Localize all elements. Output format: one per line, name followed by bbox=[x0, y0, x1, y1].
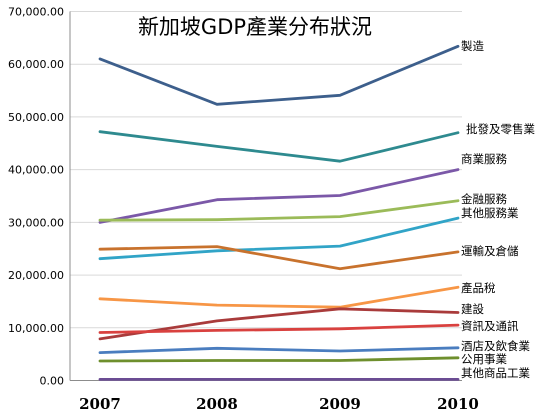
series-line bbox=[98, 323, 460, 334]
y-tick-label: 50,000.00 bbox=[8, 111, 64, 124]
chart-title: 新加坡GDP產業分布狀況 bbox=[138, 15, 372, 39]
x-tick-label: 2009 bbox=[319, 395, 361, 413]
series-line bbox=[98, 285, 460, 309]
series-line bbox=[98, 44, 460, 106]
series-label: 其他服務業 bbox=[461, 206, 519, 220]
series-line bbox=[98, 307, 460, 341]
series-label: 金融服務 bbox=[461, 192, 507, 206]
series-labels: 製造批發及零售業商業服務金融服務其他服務業運輸及倉儲產品稅建設資訊及通訊酒店及飲… bbox=[461, 39, 535, 380]
y-axis-ticks: 0.00 10,000.00 20,000.00 30,000.00 40,000.00… bbox=[8, 6, 64, 388]
y-tick-label: 10,000.00 bbox=[8, 322, 64, 335]
series-label: 商業服務 bbox=[461, 152, 507, 166]
x-axis-ticks: 2007 2008 2009 2010 bbox=[79, 395, 479, 413]
y-tick-label: 30,000.00 bbox=[8, 216, 64, 229]
series-label: 批發及零售業 bbox=[466, 122, 535, 136]
series-line bbox=[98, 216, 460, 261]
y-tick-label: 20,000.00 bbox=[8, 269, 64, 282]
x-tick-label: 2010 bbox=[437, 395, 479, 413]
series-label: 建設 bbox=[461, 302, 484, 316]
y-tick-label: 40,000.00 bbox=[8, 164, 64, 177]
series-lines bbox=[98, 44, 460, 381]
x-tick-label: 2008 bbox=[196, 395, 238, 413]
series-line bbox=[98, 199, 460, 222]
series-line bbox=[98, 130, 460, 163]
series-line bbox=[98, 168, 460, 224]
series-label: 製造 bbox=[461, 39, 484, 53]
series-label: 酒店及飲食業 bbox=[461, 339, 530, 353]
series-label: 資訊及通訊 bbox=[461, 319, 519, 333]
y-tick-label: 0.00 bbox=[40, 375, 65, 388]
series-line bbox=[98, 356, 460, 363]
series-label: 產品稅 bbox=[461, 281, 496, 295]
series-label: 其他商品工業 bbox=[461, 366, 530, 380]
series-label: 公用事業 bbox=[461, 352, 507, 366]
y-tick-label: 70,000.00 bbox=[8, 6, 64, 19]
x-tick-label: 2007 bbox=[79, 395, 121, 413]
series-label: 運輸及倉儲 bbox=[461, 244, 519, 258]
series-line bbox=[98, 245, 460, 271]
series-line bbox=[98, 346, 460, 355]
y-tick-label: 60,000.00 bbox=[8, 58, 64, 71]
